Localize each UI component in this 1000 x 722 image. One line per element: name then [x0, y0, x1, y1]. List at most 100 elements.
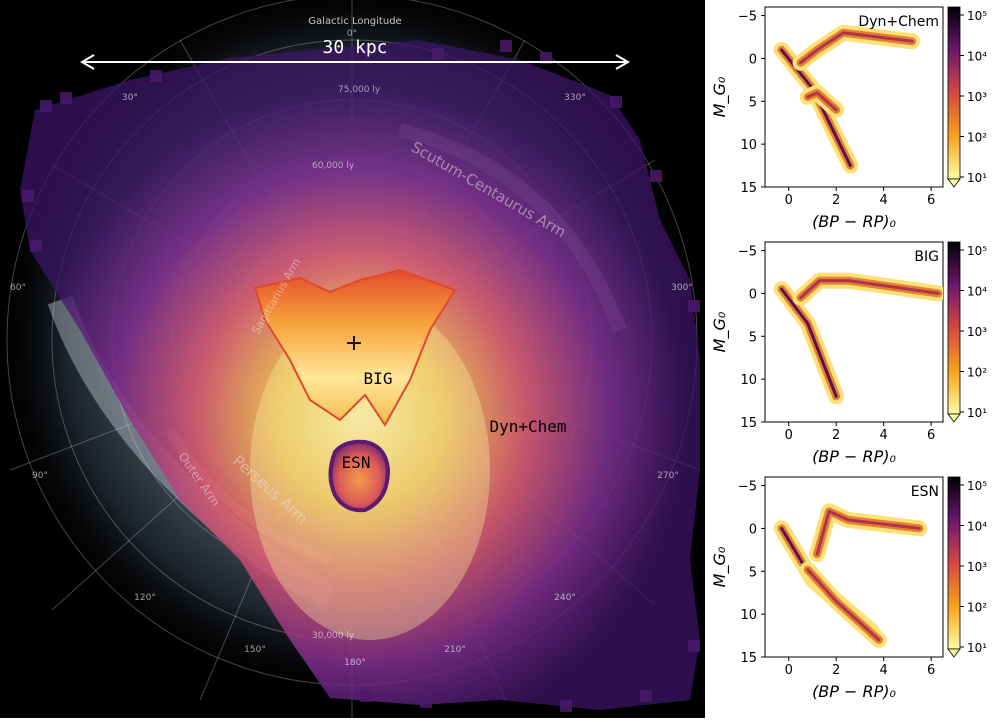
x-tick-label: 2	[832, 428, 840, 443]
lon-label-30: 30°	[122, 93, 138, 103]
y-tick-label: 5	[749, 95, 757, 110]
lon-label-210: 210°	[444, 645, 466, 655]
lon-label-270: 270°	[657, 471, 679, 481]
density-marks	[773, 272, 943, 405]
colorbar-tick-label: 10¹	[967, 171, 987, 185]
lon-label-120: 120°	[134, 593, 156, 603]
y-tick-label: 15	[740, 416, 757, 431]
x-tick-label: 4	[880, 663, 888, 678]
colorbar-tick-label: 10³	[967, 90, 987, 104]
colorbar-tick-label: 10³	[967, 560, 987, 574]
cmd-panel-0: 0 2 4 6 −5 0 5 10 15 Dyn+Chem (BP − RP)₀ M_G₀ 10¹ 10²…	[710, 6, 987, 231]
y-tick-label: −5	[738, 245, 757, 260]
density-marks	[773, 503, 928, 648]
colorbar-extend-min	[947, 413, 961, 423]
x-tick-label: 4	[880, 428, 888, 443]
colorbar-tick-label: 10⁵	[967, 9, 987, 23]
galaxy-map-panel: 30 kpc Galactic Longitude 0° 30° 60° 90°…	[0, 0, 707, 718]
density-core-0	[780, 287, 838, 398]
colorbar-tick-label: 10³	[967, 325, 987, 339]
cmd-panel-2: 0 2 4 6 −5 0 5 10 15 ESN (BP − RP)₀ M_G₀ 10¹ 10² 10³ 10…	[710, 476, 987, 701]
density-core-2	[806, 91, 838, 112]
axis-title: Galactic Longitude	[308, 16, 401, 27]
cmd-panel-1: 0 2 4 6 −5 0 5 10 15 BIG (BP − RP)₀ M_G₀ 10¹ 10² 10³ 10…	[710, 241, 987, 466]
x-tick-label: 4	[880, 193, 888, 208]
colorbar-tick-label: 10²	[967, 131, 987, 145]
lon-label-90: 90°	[32, 471, 48, 481]
x-tick-label: 0	[785, 193, 793, 208]
y-tick-label: 15	[740, 181, 757, 196]
y-axis-label: M_G₀	[710, 311, 730, 352]
y-tick-label: −5	[738, 10, 757, 25]
y-tick-label: 10	[740, 608, 757, 623]
density-core-2	[806, 568, 881, 642]
longitude-labels: 0° 30° 60° 90° 120° 150° 180° 210° 240° …	[10, 29, 693, 668]
y-tick-label: 5	[749, 330, 757, 345]
colorbar-tick-label: 10¹	[967, 641, 987, 655]
galactic-center-marker: +	[345, 331, 363, 356]
x-tick-label: 2	[832, 663, 840, 678]
density-pixel-fringe	[22, 40, 700, 712]
distance-label-30000: 30,000 ly	[312, 631, 355, 641]
lon-label-60: 60°	[10, 283, 26, 293]
density-marks	[773, 24, 921, 174]
y-tick-label: −5	[738, 480, 757, 495]
colorbar-tick-label: 10²	[967, 601, 987, 615]
big-region	[253, 268, 457, 427]
x-tick-label: 2	[832, 193, 840, 208]
dyn-chem-label: Dyn+Chem	[489, 417, 566, 436]
lon-label-180: 180°	[344, 658, 366, 668]
y-axis-label: M_G₀	[710, 546, 730, 587]
x-axis-label: (BP − RP)₀	[812, 447, 896, 466]
x-tick-label: 6	[927, 428, 935, 443]
cmd-figure: 0 2 4 6 −5 0 5 10 15 Dyn+Chem (BP − RP)₀ M_G₀ 10¹ 10²…	[710, 6, 987, 701]
y-axis-label: M_G₀	[710, 76, 730, 117]
colorbar-extend-min	[947, 178, 961, 188]
x-tick-label: 6	[927, 663, 935, 678]
colorbar	[947, 476, 961, 650]
colorbar	[947, 6, 961, 180]
big-label: BIG	[364, 369, 393, 388]
esn-region	[328, 439, 391, 513]
x-tick-label: 0	[785, 663, 793, 678]
x-tick-label: 6	[927, 193, 935, 208]
distance-label-60000: 60,000 ly	[312, 161, 355, 171]
distance-label-75000: 75,000 ly	[338, 85, 381, 95]
galaxy-map: 30 kpc Galactic Longitude 0° 30° 60° 90°…	[0, 0, 707, 718]
distance-labels: 75,000 ly 60,000 ly 30,000 ly	[312, 85, 381, 641]
y-tick-label: 10	[740, 138, 757, 153]
x-axis-label: (BP − RP)₀	[812, 212, 896, 231]
y-tick-label: 0	[749, 522, 757, 537]
density-core-1	[799, 31, 914, 65]
colorbar-tick-label: 10⁴	[967, 50, 987, 64]
colorbar-tick-label: 10⁴	[967, 285, 987, 299]
lon-label-330: 330°	[564, 93, 586, 103]
scale-label: 30 kpc	[322, 37, 387, 58]
colorbar-tick-label: 10⁵	[967, 244, 987, 258]
y-tick-label: 0	[749, 52, 757, 67]
colorbar-tick-label: 10⁵	[967, 479, 987, 493]
density-core-1	[799, 279, 940, 300]
lon-label-240: 240°	[554, 593, 576, 603]
y-tick-label: 5	[749, 565, 757, 580]
scale-bar	[80, 54, 630, 70]
esn-label: ESN	[342, 453, 371, 472]
cmd-panels: 0 2 4 6 −5 0 5 10 15 Dyn+Chem (BP − RP)₀ M_G₀ 10¹ 10²…	[705, 0, 1000, 718]
plot-frame	[764, 476, 944, 658]
lon-label-0: 0°	[347, 29, 357, 39]
colorbar-tick-label: 10¹	[967, 406, 987, 420]
colorbar-tick-label: 10²	[967, 366, 987, 380]
y-tick-label: 0	[749, 287, 757, 302]
lon-label-300: 300°	[671, 283, 693, 293]
colorbar-extend-min	[947, 648, 961, 658]
x-tick-label: 0	[785, 428, 793, 443]
density-core-1	[815, 509, 921, 556]
colorbar	[947, 241, 961, 415]
y-tick-label: 15	[740, 651, 757, 666]
colorbar-tick-label: 10⁴	[967, 520, 987, 534]
lon-label-150: 150°	[244, 645, 266, 655]
panel-title: Dyn+Chem	[858, 14, 939, 30]
x-axis-label: (BP − RP)₀	[812, 682, 896, 701]
panel-title: ESN	[911, 484, 939, 500]
plot-frame	[764, 241, 944, 423]
